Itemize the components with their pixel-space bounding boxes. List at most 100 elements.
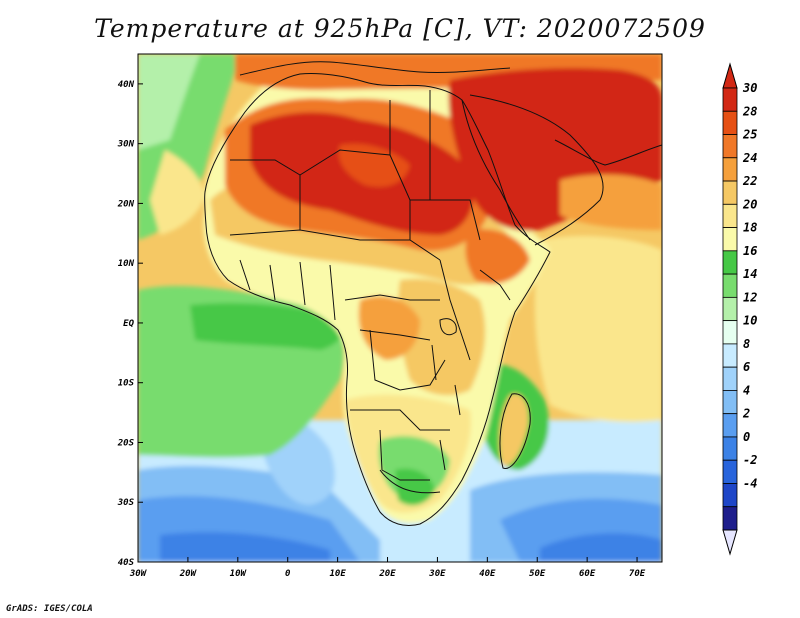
colorbar-max-arrow bbox=[722, 62, 738, 89]
south-atlantic-coldest-band bbox=[160, 532, 330, 562]
grads-credit: GrADS: IGES/COLA bbox=[6, 604, 93, 614]
boundary-sahel bbox=[229, 229, 441, 261]
colorbar-label: 16 bbox=[743, 244, 757, 258]
colorbar-label: 25 bbox=[742, 128, 757, 142]
colorbar-swatch bbox=[722, 413, 738, 438]
colorbar-swatch bbox=[722, 157, 738, 182]
colorbar-swatch bbox=[722, 110, 738, 135]
boundary-libya-egypt bbox=[389, 90, 431, 200]
colorbar-swatch bbox=[722, 87, 738, 112]
x-tick-label: 20E bbox=[378, 569, 396, 579]
arabia-outline bbox=[469, 94, 604, 246]
colorbar-label: 20 bbox=[742, 197, 757, 211]
colorbar-label: 8 bbox=[743, 337, 750, 351]
colorbar-label: 18 bbox=[743, 221, 757, 235]
y-tick-label: 10N bbox=[118, 259, 135, 269]
coastline-africa bbox=[204, 73, 551, 526]
y-tick-label: 40N bbox=[118, 80, 135, 90]
colorbar-label: 22 bbox=[742, 174, 757, 188]
colorbar-swatch bbox=[722, 436, 738, 461]
x-tick-label: 20W bbox=[179, 569, 198, 579]
colorbar-label: 12 bbox=[743, 290, 757, 304]
arabian-sea-orange bbox=[560, 174, 662, 230]
colorbar-swatch bbox=[722, 366, 738, 391]
boundary-south-africa bbox=[379, 469, 441, 494]
boundary-sudan bbox=[410, 199, 481, 241]
colorbar-swatch bbox=[722, 320, 738, 345]
map-area bbox=[138, 54, 662, 562]
colorbar-label: 4 bbox=[743, 383, 750, 397]
colorbar-swatch bbox=[722, 227, 738, 252]
colorbar-swatch bbox=[722, 390, 738, 415]
x-tick-label: 10E bbox=[329, 569, 346, 579]
colorbar-swatch bbox=[722, 343, 738, 368]
colorbar-swatch bbox=[722, 250, 738, 275]
colorbar-min-arrow bbox=[722, 529, 738, 556]
x-axis: 30W 20W 10W 0 10E 20E 30E 40E 50E 60E 70E bbox=[129, 557, 646, 579]
x-tick-label: 30W bbox=[129, 569, 148, 579]
y-tick-label: 20N bbox=[117, 199, 135, 209]
indian-ocean-yellow bbox=[534, 235, 662, 422]
colorbar-label: 0 bbox=[743, 430, 750, 444]
colorbar-swatch bbox=[722, 459, 738, 484]
colorbar-swatch bbox=[722, 203, 738, 228]
colorbar-label: 28 bbox=[742, 104, 757, 118]
x-tick-label: 60E bbox=[579, 569, 596, 579]
east-africa-warm bbox=[398, 278, 486, 396]
y-tick-label: 30S bbox=[117, 498, 135, 508]
y-tick-label: 30N bbox=[117, 140, 135, 150]
x-tick-label: 50E bbox=[529, 569, 546, 579]
colorbar-swatch bbox=[722, 180, 738, 205]
colorbar-label: 24 bbox=[742, 151, 757, 165]
x-tick-label: 10W bbox=[230, 569, 248, 579]
boundary-central-africa bbox=[344, 294, 440, 341]
y-tick-label: EQ bbox=[123, 319, 134, 329]
mediterranean-north-coast bbox=[239, 61, 511, 76]
boundary-west-africa bbox=[239, 259, 336, 321]
lake-tanganyika bbox=[431, 344, 437, 381]
madagascar-outline bbox=[499, 393, 531, 469]
north-atlantic-pale bbox=[138, 54, 200, 150]
central-sahara-inner-cooler bbox=[338, 143, 410, 187]
red-sea-coast bbox=[461, 99, 531, 241]
lake-malawi bbox=[454, 384, 461, 416]
boundary-east-africa bbox=[439, 259, 511, 361]
y-axis: 40N 30N 20N 10N EQ 10S 20S 30S 40S bbox=[117, 80, 143, 568]
madagascar-warm bbox=[499, 393, 529, 466]
colorbar-label: 30 bbox=[742, 81, 757, 95]
y-tick-label: 40S bbox=[118, 558, 135, 568]
colorbar-swatch bbox=[722, 273, 738, 298]
ethiopia-orange bbox=[465, 229, 530, 284]
colorbar-label: -2 bbox=[743, 453, 757, 467]
lake-victoria bbox=[439, 318, 457, 336]
colorbar-swatch bbox=[722, 134, 738, 159]
colorbar-label: 6 bbox=[743, 360, 750, 374]
chart-title: Temperature at 925hPa [C], VT: 202007250… bbox=[94, 14, 706, 43]
x-tick-label: 30E bbox=[428, 569, 446, 579]
boundary-sahara-w bbox=[230, 159, 301, 230]
colorbar-label: -4 bbox=[743, 476, 757, 490]
boundary-congo bbox=[369, 329, 446, 391]
congo-warm bbox=[358, 296, 420, 360]
x-tick-label: 0 bbox=[285, 569, 291, 579]
highveld-green bbox=[395, 468, 435, 506]
x-tick-label: 70E bbox=[629, 569, 646, 579]
colorbar-swatch bbox=[722, 483, 738, 508]
colorbar-swatch bbox=[722, 506, 738, 531]
y-tick-label: 20S bbox=[117, 438, 135, 448]
persian-gulf-coast bbox=[554, 139, 662, 166]
x-tick-label: 40E bbox=[479, 569, 496, 579]
colorbar-swatch bbox=[722, 296, 738, 322]
colorbar-label: 2 bbox=[742, 407, 750, 421]
y-tick-label: 10S bbox=[118, 379, 135, 389]
map-frame bbox=[137, 53, 663, 563]
boundary-southern bbox=[350, 409, 450, 481]
colorbar-label: 10 bbox=[743, 314, 757, 328]
south-indian-coldest-band bbox=[540, 533, 662, 562]
country-boundaries bbox=[204, 61, 662, 526]
temperature-map: 30W 20W 10W 0 10E 20E 30E 40E 50E 60E 70E 40N30N20… bbox=[117, 53, 757, 579]
colorbar-label: 14 bbox=[743, 267, 757, 281]
north-atlantic-yellow bbox=[150, 150, 205, 235]
gulf-guinea-green bbox=[190, 303, 344, 350]
